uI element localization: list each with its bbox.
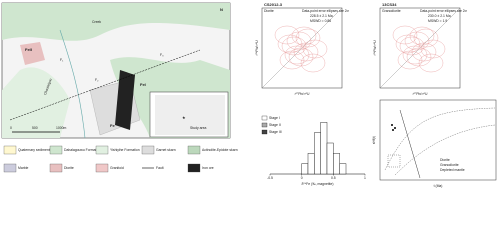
rock-name: Granodiorite xyxy=(382,9,401,13)
x-axis-label: t (Ma) xyxy=(434,184,443,188)
x-tick-label: 1 xyxy=(364,176,366,180)
x-tick-label: 0.5 xyxy=(331,176,336,180)
legend-label: Yishiyihe Formation xyxy=(110,148,140,152)
note: Data-point error ellipses are 2σ xyxy=(302,9,350,13)
y-axis-label: εHf(t) xyxy=(372,136,376,144)
legend-entry: Depleted mantle xyxy=(440,168,465,172)
x-tick-label: 0 xyxy=(301,176,303,180)
note: Data-point error ellipses are 2σ xyxy=(420,9,468,13)
rock-name: Diorite xyxy=(264,9,274,13)
legend-entry: Granodiorite xyxy=(440,163,459,167)
legend-label: Actinolite-Epidote skarn xyxy=(202,148,238,152)
legend-swatch xyxy=(3,145,17,155)
page: {"map":{"labels":{"fe2":"FeII","fe1":"Fe… xyxy=(1,2,497,188)
plot-frame xyxy=(379,7,461,89)
concordia-panels: CS2012-3 Diorite Data-point error ellipses… xyxy=(255,2,468,96)
legend-swatch xyxy=(3,163,17,173)
sample-name: 13CS34 xyxy=(382,2,397,7)
error-ellipse xyxy=(397,50,423,70)
legend-swatch xyxy=(141,145,155,155)
age: 228.5 ± 2.1 Ma xyxy=(310,14,333,18)
age: 230.0 ± 2.1 Ma xyxy=(428,14,451,18)
fault-label: F₃ xyxy=(160,53,164,57)
legend-label: Granitoid xyxy=(110,166,124,170)
error-ellipse xyxy=(392,25,418,45)
map-label: FeI xyxy=(140,82,146,87)
scale-label: 0 xyxy=(10,126,12,130)
error-ellipse xyxy=(281,36,307,56)
inset-star: ★ xyxy=(182,115,186,120)
isotope-plot: t (Ma) εHf(t) Diorite Granodiorite Deple… xyxy=(372,99,497,188)
sample-name: CS2012-3 xyxy=(264,2,283,7)
error-ellipse xyxy=(291,26,317,46)
legend-swatch xyxy=(95,163,109,173)
legend-swatch xyxy=(187,145,201,155)
error-ellipse xyxy=(418,53,444,73)
fault-label: F₂ xyxy=(95,78,99,82)
legend-label: Stage II xyxy=(269,123,281,127)
error-ellipse xyxy=(284,45,310,65)
legend-swatch xyxy=(261,122,268,128)
error-ellipse xyxy=(402,45,428,65)
legend-swatch xyxy=(49,163,63,173)
bar xyxy=(333,153,340,175)
legend-swatch xyxy=(49,145,63,155)
bar xyxy=(314,132,321,175)
y-axis-label: ²⁰⁶Pb/²³⁸U xyxy=(373,40,377,56)
scale-label: 500 xyxy=(32,126,38,130)
scale-label: 1000m xyxy=(56,126,67,130)
x-axis-label: δ⁵⁶Fe (‰, magnetite) xyxy=(301,182,333,186)
error-ellipse xyxy=(279,50,305,70)
map-legend: Quaternary sediments Dahalagouwu Formatio… xyxy=(3,145,238,173)
legend-label: Stage I xyxy=(269,116,280,120)
error-ellipse xyxy=(395,34,421,54)
map-label: FeII xyxy=(25,47,32,52)
legend-swatch xyxy=(187,163,201,173)
error-ellipse xyxy=(300,53,326,73)
legend-label: Diorite xyxy=(64,166,74,170)
north-arrow: N xyxy=(220,7,223,12)
legend-label: Iron ore xyxy=(202,166,214,170)
histogram: -0.5 0 0.5 1 δ⁵⁶Fe (‰, magnetite) Stage I Stag… xyxy=(261,115,366,186)
inset-label: Study area xyxy=(190,126,207,130)
mswd: MSWD = 1.9 xyxy=(428,19,447,23)
error-ellipse xyxy=(277,34,303,54)
legend-label: Garnet skarn xyxy=(156,148,176,152)
fault-label: F₁ xyxy=(60,58,64,62)
plot-frame xyxy=(261,7,343,89)
legend-swatch xyxy=(95,145,109,155)
legend-label: Dahalagouwu Formation xyxy=(64,148,101,152)
map-label: Chaotaigou xyxy=(43,78,53,96)
error-ellipse xyxy=(274,25,300,45)
legend-label: Quaternary sediments xyxy=(18,148,52,152)
bar xyxy=(307,153,315,175)
mswd: MSWD = 0.86 xyxy=(310,19,331,23)
bar xyxy=(320,122,328,175)
legend-swatch xyxy=(261,129,268,135)
y-axis-label: ²⁰⁶Pb/²³⁸U xyxy=(255,40,259,56)
error-ellipse xyxy=(409,26,435,46)
error-ellipse xyxy=(399,36,425,56)
bar xyxy=(339,163,347,175)
bar xyxy=(301,163,309,175)
map-label: Fe xyxy=(110,123,115,128)
legend-label: Marble xyxy=(18,166,28,170)
map-label: Creek xyxy=(92,20,101,24)
legend-entry: Diorite xyxy=(440,158,450,162)
figure: ★ Study area FeII FeI Fe Chaotaigou Cree… xyxy=(1,2,497,188)
x-tick-label: -0.5 xyxy=(267,176,273,180)
x-axis-label: ²⁰⁷Pb/²³⁵U xyxy=(413,92,428,96)
legend-label: Stage III xyxy=(269,130,282,134)
map: ★ Study area FeII FeI Fe Chaotaigou Cree… xyxy=(1,2,231,139)
x-axis-label: ²⁰⁷Pb/²³⁵U xyxy=(295,92,310,96)
legend-swatch xyxy=(261,115,268,121)
legend-label: Fault xyxy=(156,166,164,170)
bar xyxy=(326,142,334,175)
